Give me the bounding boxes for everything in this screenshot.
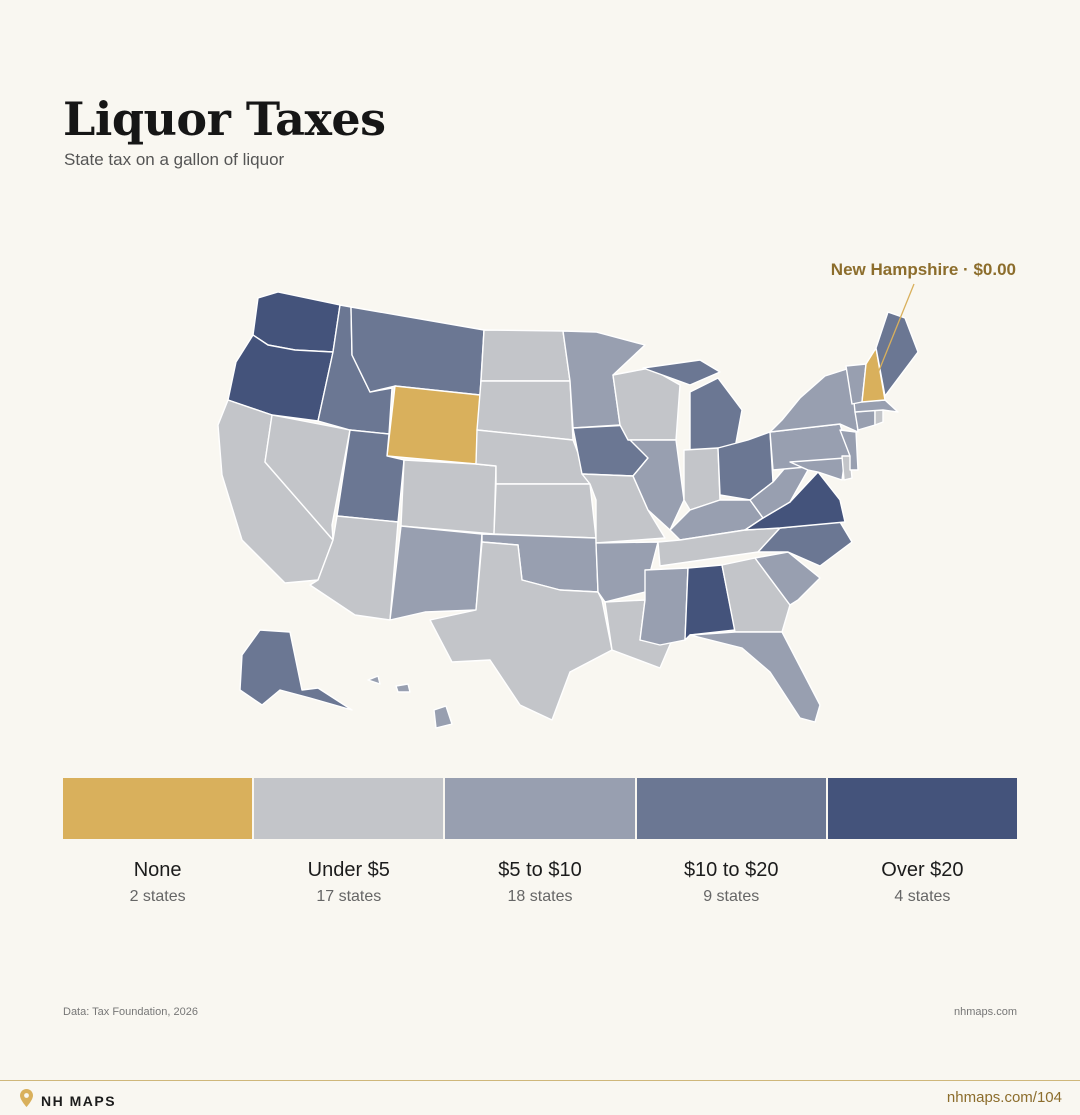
legend-item-10to20: $10 to $20 9 states	[637, 859, 826, 906]
state-NH[interactable]	[861, 347, 886, 403]
legend-label: $10 to $20	[683, 859, 779, 881]
state-ND[interactable]	[480, 329, 571, 382]
state-NY[interactable]	[769, 367, 859, 433]
legend-label: None	[133, 859, 182, 881]
legend-label: Over $20	[881, 859, 964, 881]
state-AR[interactable]	[595, 541, 659, 603]
state-CT[interactable]	[854, 409, 876, 431]
brand-name: NH MAPS	[41, 1092, 117, 1109]
site-url[interactable]: nhmaps.com	[954, 1006, 1017, 1018]
page-subtitle: State tax on a gallon of liquor	[64, 150, 285, 169]
state-WI[interactable]	[612, 367, 681, 441]
legend-label: $5 to $10	[498, 859, 582, 881]
state-AK[interactable]	[239, 629, 353, 711]
state-WY[interactable]	[386, 385, 481, 465]
state-MD[interactable]	[789, 457, 846, 481]
callout-label: New Hampshire · $0.00	[831, 260, 1016, 279]
state-ME[interactable]	[875, 311, 919, 397]
legend-item-none: None 2 states	[63, 859, 252, 906]
legend-item-over20: Over $20 4 states	[828, 859, 1017, 906]
state-TX[interactable]	[429, 541, 613, 721]
us-map: New Hampshire · $0.00	[217, 260, 1016, 729]
state-FL[interactable]	[689, 631, 821, 723]
legend-swatch-none	[63, 778, 253, 839]
legend-count: 17 states	[316, 888, 382, 905]
state-NM[interactable]	[389, 525, 483, 621]
state-IN[interactable]	[683, 447, 721, 511]
state-IL[interactable]	[629, 439, 685, 531]
callout-leader	[875, 283, 915, 379]
page-title: Liquor Taxes	[63, 92, 386, 146]
state-CO[interactable]	[400, 459, 497, 535]
state-MI[interactable]	[642, 359, 743, 451]
state-KS[interactable]	[493, 483, 597, 539]
state-AZ[interactable]	[309, 515, 399, 621]
data-source: Data: Tax Foundation, 2026	[63, 1006, 198, 1018]
legend-count: 9 states	[703, 888, 760, 905]
brand[interactable]: NH MAPS	[20, 1089, 116, 1112]
legend-count: 4 states	[894, 888, 951, 905]
state-NV[interactable]	[264, 414, 351, 541]
page-link[interactable]: nhmaps.com/104	[946, 1089, 1062, 1106]
state-MT[interactable]	[350, 306, 485, 396]
state-AL[interactable]	[684, 564, 736, 641]
state-NJ[interactable]	[839, 429, 859, 471]
state-GA[interactable]	[721, 557, 791, 633]
state-MS[interactable]	[639, 567, 689, 646]
legend-swatch-over20	[827, 778, 1018, 839]
legend-swatch-under5	[254, 778, 444, 839]
legend-labels: None 2 states Under $5 17 states $5 to $10 18…	[63, 859, 1017, 906]
legend-bar	[63, 778, 1018, 839]
legend-count: 2 states	[129, 888, 186, 905]
legend: None 2 states Under $5 17 states $5 to $10 18…	[63, 778, 1018, 906]
state-RI[interactable]	[874, 409, 884, 426]
legend-count: 18 states	[507, 888, 573, 905]
legend-swatch-10to20	[636, 778, 826, 839]
legend-swatch-5to10	[445, 778, 635, 839]
legend-item-under5: Under $5 17 states	[254, 859, 443, 906]
map-pin-icon	[20, 1089, 33, 1112]
state-SC[interactable]	[754, 551, 821, 606]
footer-bar: NH MAPS nhmaps.com/104	[0, 1080, 1080, 1115]
legend-label: Under $5	[307, 859, 390, 881]
legend-item-5to10: $5 to $10 18 states	[445, 859, 634, 906]
state-HI[interactable]	[367, 675, 453, 729]
